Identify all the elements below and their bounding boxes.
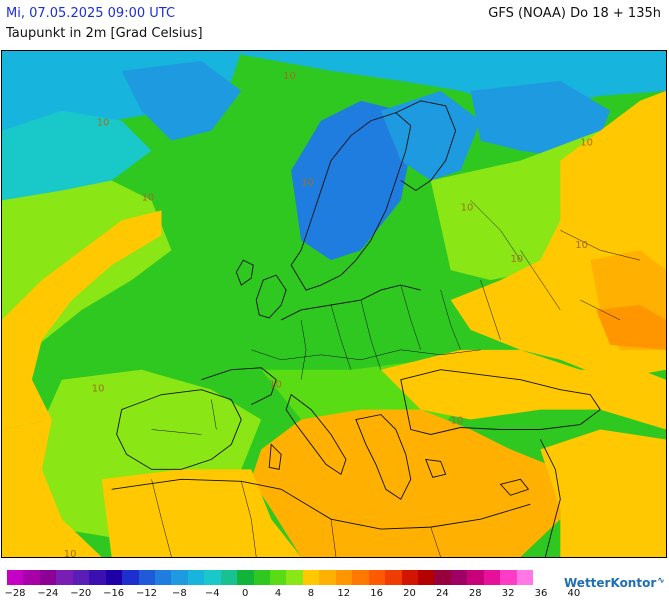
scale-tick-label: 28: [468, 588, 482, 599]
scale-tick-label: 12: [337, 588, 351, 599]
scale-tick-label: 24: [436, 588, 449, 599]
wave-icon: ∿: [657, 576, 665, 586]
color-swatch: [89, 570, 106, 585]
color-swatch: [171, 570, 188, 585]
color-swatch: [270, 570, 287, 585]
color-swatch: [500, 570, 517, 585]
contour-label: 10: [269, 380, 282, 391]
color-swatch: [385, 570, 402, 585]
color-swatch: [56, 570, 73, 585]
country-borders: [151, 200, 641, 557]
field-levant-orange: [540, 429, 666, 557]
scale-tick-label: 4: [274, 588, 282, 599]
color-swatch: [434, 570, 451, 585]
contour-label: 10: [580, 138, 593, 149]
color-swatch: [417, 570, 435, 585]
brand-logo: WetterKontor∿: [564, 576, 665, 590]
contour-label: 10: [283, 71, 296, 82]
scale-tick-label: 20: [403, 588, 416, 599]
scale-tick-label: 40: [567, 588, 581, 599]
scale-tick-label: 36: [534, 588, 548, 599]
field-southwest-lightgreen: [21, 369, 262, 540]
color-swatch: [368, 570, 386, 585]
field-turkey-orange: [380, 349, 666, 430]
scale-tick-label: −24: [37, 588, 59, 599]
color-swatch: [516, 570, 533, 585]
scale-tick-label: 0: [241, 588, 249, 599]
contour-label: 10: [510, 254, 523, 265]
color-swatch: [335, 570, 353, 585]
contour-label: 10: [142, 192, 155, 203]
color-swatch: [105, 570, 123, 585]
color-swatch: [253, 570, 270, 585]
field-atlantic-orange: [2, 210, 162, 430]
color-swatch: [72, 570, 90, 585]
color-swatch: [237, 570, 254, 585]
color-scale-bar: [7, 570, 533, 585]
parameter-title: Taupunkt in 2m [Grad Celsius]: [6, 26, 203, 41]
scale-tick-label: −20: [70, 588, 92, 599]
field-north-africa-orange: [101, 469, 302, 557]
color-swatch: [23, 570, 40, 585]
color-swatch: [220, 570, 238, 585]
color-swatch: [187, 570, 205, 585]
color-swatch: [7, 570, 24, 585]
weather-map[interactable]: 10 10 10 10 10 10 10 10 10 10 10 10: [1, 50, 667, 558]
color-swatch: [122, 570, 139, 585]
color-swatch: [467, 570, 484, 585]
model-run: GFS (NOAA) Do 18 + 135h: [488, 6, 661, 21]
scale-tick-label: 16: [370, 588, 383, 599]
color-scale-labels: −28 −24 −20 −16 −12 −8 −4 0 4 8 12 16 20 24 28 32 36 40: [4, 588, 580, 600]
scale-tick-label: −16: [103, 588, 125, 599]
scale-tick-label: −4: [204, 588, 220, 599]
field-finland-blue: [380, 90, 481, 181]
contour-label: 10: [461, 202, 474, 213]
contour-label: 10: [451, 416, 464, 427]
color-swatch: [39, 570, 57, 585]
scale-tick-label: 8: [307, 588, 315, 599]
color-swatch: [401, 570, 418, 585]
color-swatch: [286, 570, 303, 585]
contour-label: 10: [97, 118, 110, 129]
brand-name: WetterKontor: [564, 576, 657, 590]
color-swatch: [302, 570, 320, 585]
scale-tick-label: 32: [501, 588, 515, 599]
contour-label: 10: [301, 177, 314, 188]
contour-label: 10: [575, 240, 588, 251]
field-east-deep-orange: [596, 304, 666, 350]
field-atlantic-orange-south: [2, 419, 102, 557]
color-swatch: [352, 570, 369, 585]
contour-label: 10: [64, 549, 77, 557]
field-mediterranean-orange: [251, 409, 561, 557]
valid-time: Mi, 07.05.2025 09:00 UTC: [6, 6, 176, 21]
field-atlantic-blue-2: [121, 60, 242, 141]
color-swatch: [204, 570, 221, 585]
scale-tick-label: −28: [4, 588, 26, 599]
scale-tick-label: −8: [172, 588, 187, 599]
scale-tick-label: −12: [135, 588, 158, 599]
color-swatch: [319, 570, 336, 585]
color-swatch: [138, 570, 155, 585]
color-swatch: [154, 570, 172, 585]
field-atlantic-blue: [2, 110, 152, 211]
contour-label: 10: [92, 384, 105, 395]
color-swatch: [450, 570, 468, 585]
color-swatch: [483, 570, 501, 585]
